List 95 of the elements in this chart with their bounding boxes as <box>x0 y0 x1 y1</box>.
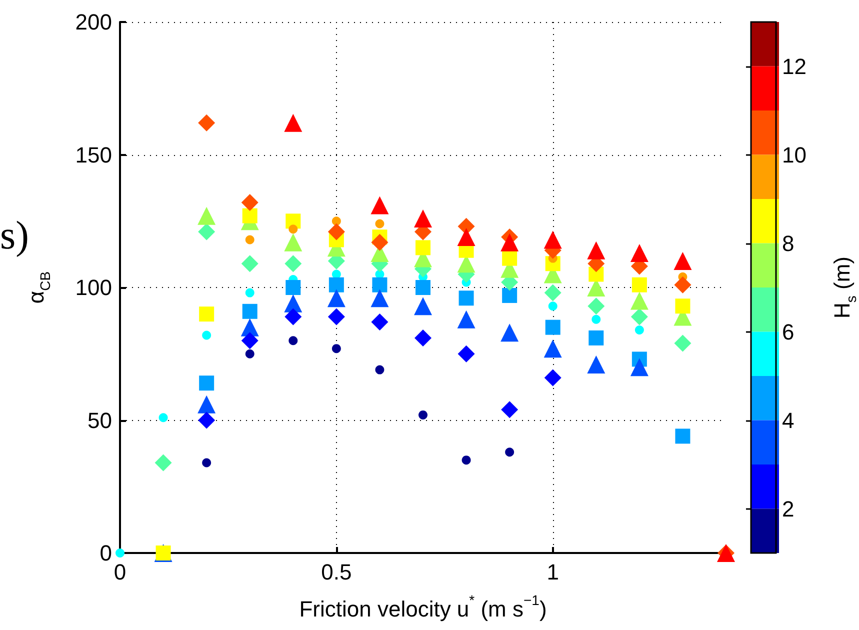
point <box>332 344 341 354</box>
color-bar-label: 10 <box>782 142 806 168</box>
point <box>245 288 254 298</box>
point <box>630 308 648 326</box>
point <box>158 413 168 422</box>
point <box>501 401 518 418</box>
y-axis-title: αCB <box>24 271 53 304</box>
point <box>544 340 562 358</box>
point <box>242 304 258 319</box>
point <box>458 345 475 362</box>
point <box>548 302 558 311</box>
point <box>199 376 214 391</box>
point <box>241 255 258 272</box>
point <box>284 233 302 252</box>
point <box>414 297 432 316</box>
point <box>328 277 344 292</box>
point <box>241 332 258 350</box>
point <box>371 314 388 331</box>
point <box>457 310 476 328</box>
color-bar-label: 12 <box>782 54 806 79</box>
y-tick-label: 50 <box>88 408 112 433</box>
point <box>544 369 562 386</box>
point <box>544 284 562 302</box>
point <box>198 206 216 225</box>
point <box>284 255 302 272</box>
point <box>154 454 172 472</box>
point <box>199 306 214 322</box>
point <box>500 324 519 342</box>
point <box>502 288 518 303</box>
point <box>544 230 562 249</box>
point <box>634 325 644 334</box>
point <box>630 244 648 262</box>
point <box>674 276 692 294</box>
point <box>416 280 430 295</box>
point <box>414 329 432 346</box>
point <box>371 234 388 251</box>
point <box>332 216 341 226</box>
point <box>457 228 476 246</box>
point <box>416 240 430 256</box>
point <box>462 456 471 465</box>
point <box>588 298 605 315</box>
point <box>327 289 346 308</box>
point <box>241 194 258 212</box>
point <box>370 196 389 214</box>
point <box>372 277 388 292</box>
point <box>674 252 692 270</box>
point <box>284 308 302 326</box>
point <box>675 428 690 444</box>
point <box>587 241 606 260</box>
point <box>286 280 301 295</box>
point <box>198 395 216 414</box>
point <box>202 458 212 468</box>
color-bar-label: 6 <box>782 319 794 344</box>
y-tick-label: 150 <box>75 142 112 168</box>
color-bar-label: 4 <box>782 408 794 433</box>
point <box>630 292 648 310</box>
point <box>328 223 345 240</box>
x-tick-label: 0.5 <box>321 560 352 584</box>
point <box>592 314 601 324</box>
point <box>505 448 514 457</box>
point <box>458 290 474 306</box>
color-bar-label: 8 <box>782 230 794 256</box>
y-tick-label: 200 <box>75 10 112 34</box>
point <box>630 358 648 376</box>
color-bar-label: 2 <box>782 496 794 522</box>
point <box>414 209 432 228</box>
point <box>116 548 124 558</box>
point <box>242 208 258 224</box>
point <box>418 410 428 420</box>
y-tick-label: 100 <box>75 275 112 300</box>
point <box>632 277 647 292</box>
point <box>500 233 519 252</box>
point <box>245 349 254 358</box>
point <box>328 308 345 326</box>
point <box>245 235 254 244</box>
point <box>370 289 389 308</box>
point <box>288 336 298 346</box>
point <box>375 219 384 228</box>
point <box>288 224 298 234</box>
point <box>545 320 560 335</box>
point <box>587 355 606 374</box>
point <box>674 334 692 352</box>
point <box>375 365 384 374</box>
point <box>502 250 518 266</box>
point <box>198 223 216 240</box>
point <box>284 114 302 132</box>
point <box>198 412 216 429</box>
color-bar-title: Hs (m) <box>830 256 859 318</box>
text: s) <box>0 212 29 258</box>
point <box>198 114 216 132</box>
x-tick-label: 1 <box>546 560 559 584</box>
point <box>202 330 212 340</box>
y-tick-label: 0 <box>100 540 112 566</box>
point <box>588 330 604 346</box>
point <box>675 298 690 314</box>
